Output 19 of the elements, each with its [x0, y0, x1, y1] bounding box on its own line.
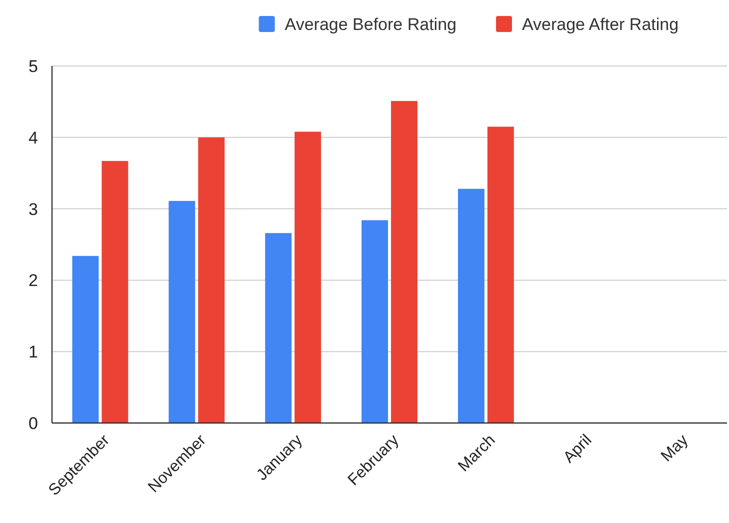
bar [458, 188, 484, 423]
bar [102, 160, 128, 423]
legend-label: Average Before Rating [284, 14, 456, 34]
legend-label: Average After Rating [522, 14, 679, 34]
bar [265, 233, 292, 423]
bar [362, 220, 388, 423]
bar [294, 132, 322, 423]
y-tick-label: 3 [28, 200, 38, 219]
y-tick-label: 5 [28, 56, 38, 76]
bar [72, 256, 99, 423]
y-tick-label: 2 [28, 271, 38, 290]
y-tick-label: 4 [28, 128, 38, 148]
bar [198, 137, 225, 423]
bar [391, 100, 418, 423]
bar [168, 200, 196, 423]
bar [487, 126, 514, 423]
y-tick-label: 1 [28, 342, 38, 362]
y-tick-label: 0 [28, 414, 38, 433]
x-tick-label: May [658, 432, 692, 466]
